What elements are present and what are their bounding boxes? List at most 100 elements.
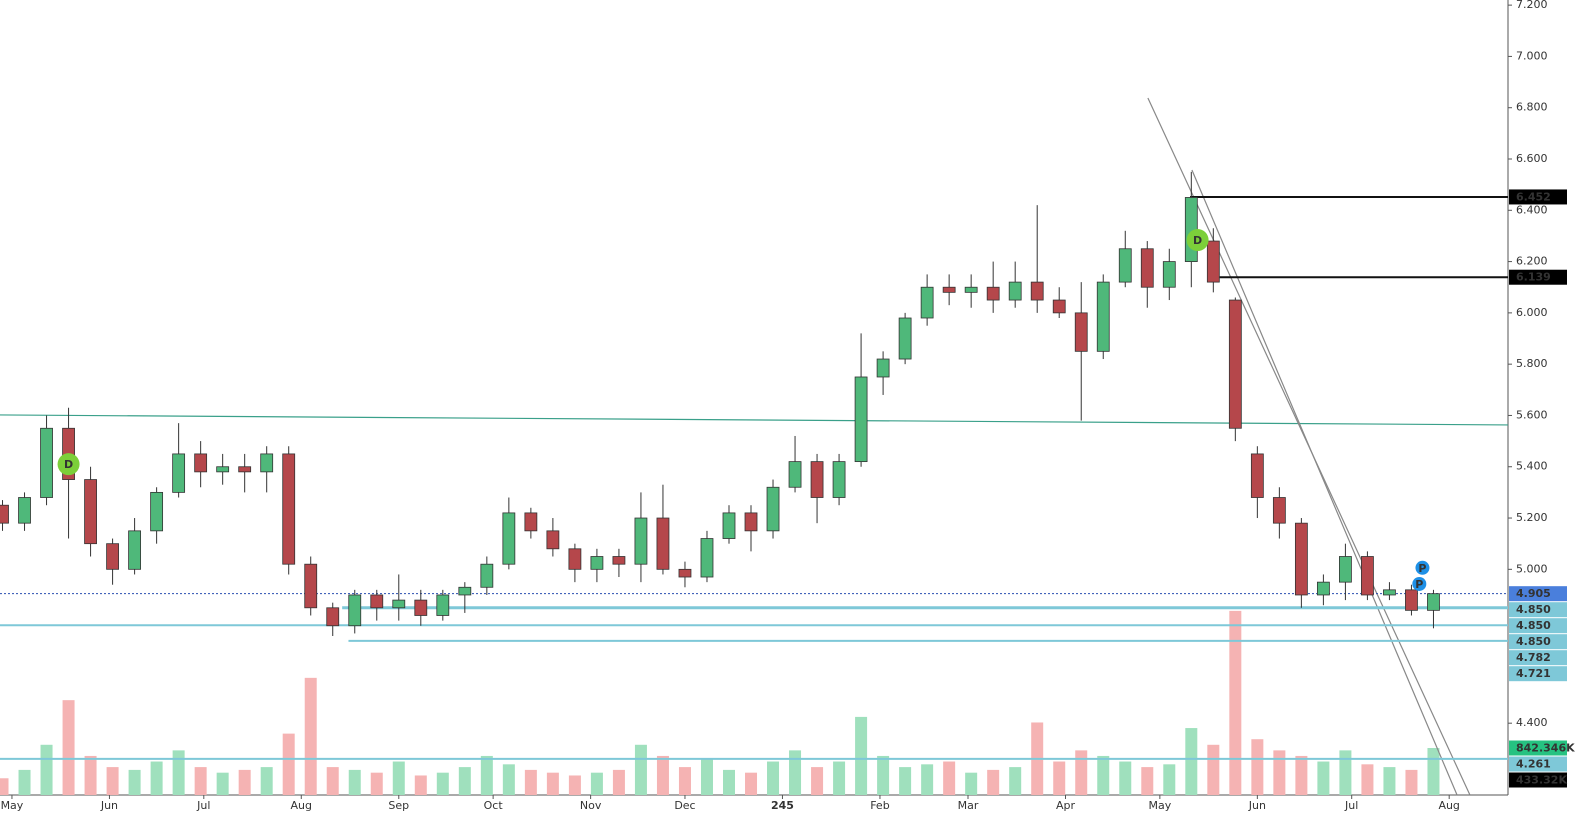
price-tag-box [1509,618,1567,634]
candle-body [832,461,846,498]
volume-bar [1273,750,1286,795]
price-tag: 4.261 [1509,756,1567,772]
candle-body [1339,556,1352,583]
candle-body [1118,248,1132,283]
candle-body [1316,581,1330,596]
candle-body [1427,593,1440,611]
volume-bar [811,767,824,795]
volume-bar [392,761,405,795]
trend-line [1191,169,1458,796]
candle-body [634,517,648,565]
candle-body [1052,299,1066,314]
y-tick-label: 6.600 [1516,152,1548,165]
drawing-layer [0,97,1509,796]
y-tick-label: 5.400 [1516,460,1548,473]
candle-body [1250,453,1264,498]
volume-bar [767,761,780,795]
volume-bar [1185,728,1198,795]
y-tick-label: 6.400 [1516,203,1548,216]
candle-body [1294,522,1308,596]
candle-body [1405,589,1418,611]
volume-bar [348,769,361,795]
volume-bar [1229,610,1242,795]
volume-bar [40,744,53,795]
volume-bar [1383,767,1396,795]
candle-body [392,599,406,609]
y-tick-label: 5.600 [1516,408,1548,421]
price-tag: 842.346K [1509,740,1575,756]
event-marker [1415,560,1430,575]
volume-bar [745,772,758,795]
volume-bar [18,769,31,795]
candle-body [744,512,758,532]
price-tag: 4.850 [1509,618,1567,634]
volume-bar [62,700,75,795]
volume-bar [921,764,934,795]
candle-body [216,466,230,473]
candle-body [1228,299,1242,429]
candle-body [876,358,890,378]
candle-body [920,286,934,319]
x-tick-label: Jul [1344,799,1358,812]
x-tick-label: Apr [1056,799,1076,812]
y-tick-label: 4.400 [1516,716,1548,729]
price-tag: 433.32K [1509,772,1567,788]
price-tag: 6.139 [1509,269,1567,285]
volume-bar [216,772,229,795]
event-marker-label: P [1418,562,1426,575]
price-tag: 4.850 [1509,602,1567,618]
price-tag-box [1509,756,1567,772]
volume-bar [965,772,978,795]
candle-body [942,286,956,293]
candle-body [1008,281,1022,301]
x-tick-label: Aug [291,799,312,812]
event-marker [1186,229,1209,252]
candle-body [612,556,626,565]
volume-bar [414,775,427,795]
price-tag-box [1509,650,1567,666]
x-tick-label: May [1,799,24,812]
volume-bar [1405,769,1418,795]
price-tag-box [1509,740,1567,756]
volume-bar [304,677,317,795]
candle-body [722,512,736,539]
candle-body [678,568,692,578]
volume-bar [590,772,603,795]
volume-bar [1075,750,1088,795]
y-tick-label: 6.200 [1516,255,1548,268]
y-tick-label: 6.800 [1516,101,1548,114]
volume-bar [1339,750,1352,795]
price-tag-label: 4.782 [1516,651,1551,664]
candle-body [238,466,252,473]
volume-bar [150,761,163,795]
volume-bar [106,767,119,795]
price-tag-label: 4.721 [1516,667,1551,680]
volume-bar [568,775,581,795]
candle-body [436,594,450,616]
volume-bar [502,764,515,795]
volume-bar [1097,755,1110,795]
candle-body [1096,281,1110,352]
candle-body [788,461,802,488]
y-tick-label: 6.000 [1516,306,1548,319]
price-tag-label: 6.452 [1516,190,1551,203]
price-tag: 6.452 [1509,189,1567,205]
volume-bar [1317,761,1330,795]
price-tag-label: 433.32K [1516,774,1567,787]
candle-layer [0,171,1440,636]
candle-body [1206,240,1220,283]
price-tag: 4.782 [1509,650,1567,666]
price-tag-box [1509,634,1567,650]
volume-bar [458,767,471,795]
volume-bar [877,755,890,795]
price-tag-label: 4.850 [1516,619,1551,632]
price-tag-box [1509,586,1567,602]
candle-body [84,479,97,545]
volume-bar [326,767,339,795]
volume-bar [128,769,141,795]
volume-bar [833,761,846,795]
x-tick-label: Jul [196,799,210,812]
volume-bar [1251,739,1264,795]
